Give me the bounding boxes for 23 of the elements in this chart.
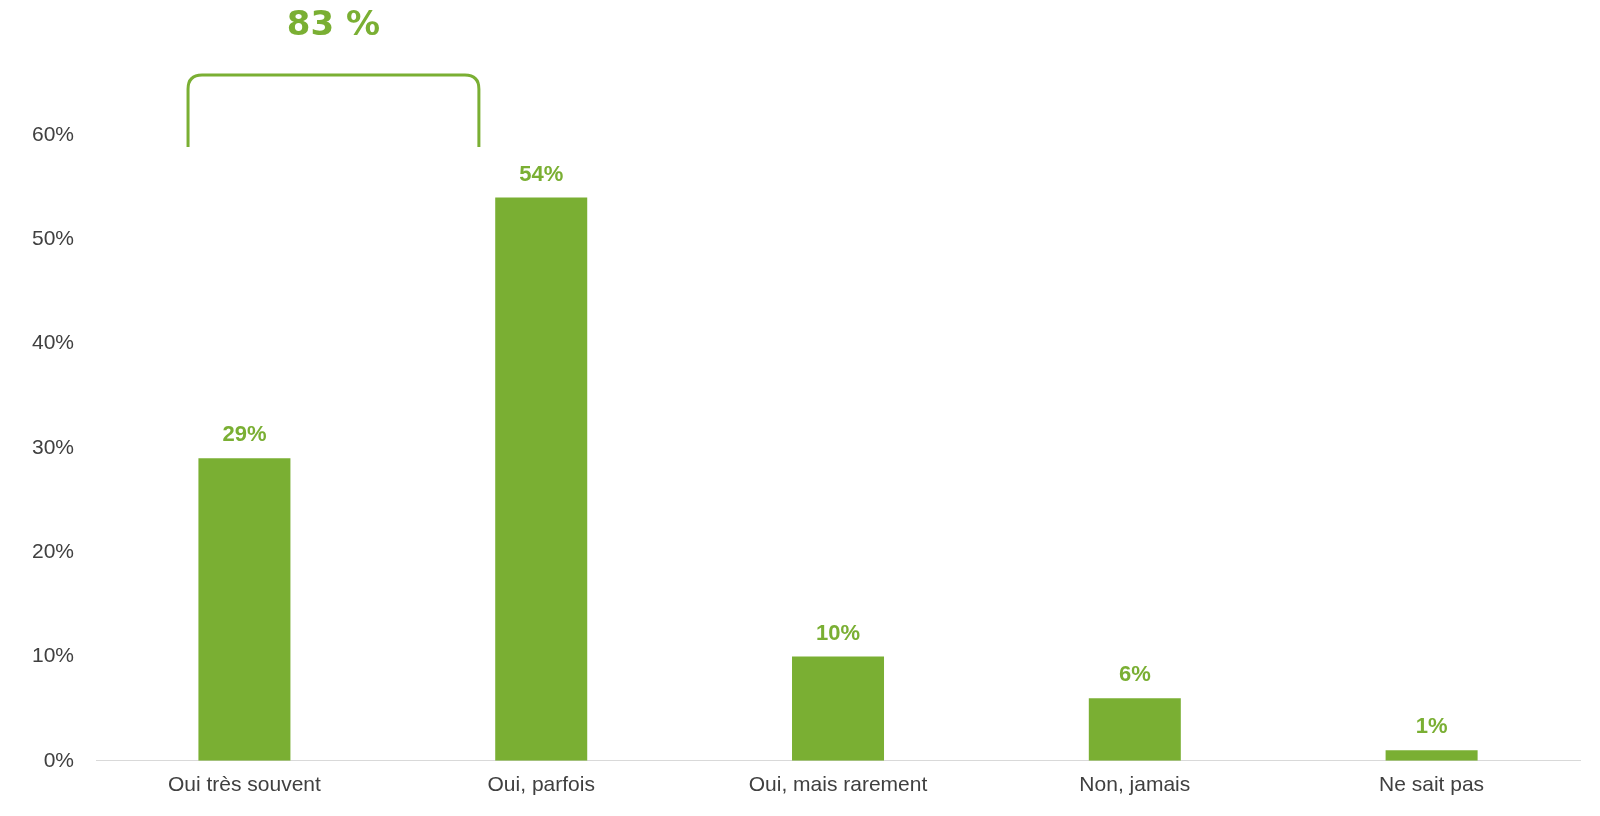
x-tick-label: Oui très souvent bbox=[167, 772, 322, 796]
x-tick-label: Oui, mais rarement bbox=[748, 772, 928, 796]
x-tick-label: Non, jamais bbox=[1079, 772, 1191, 796]
bar bbox=[1385, 750, 1478, 761]
bar bbox=[792, 656, 885, 761]
y-tick-label: 20% bbox=[32, 539, 75, 562]
data-label: 54% bbox=[519, 160, 564, 186]
data-label: 6% bbox=[1118, 661, 1151, 687]
x-tick-label: Ne sait pas bbox=[1379, 772, 1485, 796]
y-tick-label: 0% bbox=[43, 747, 75, 771]
bar bbox=[198, 458, 291, 761]
data-label: 29% bbox=[222, 421, 267, 447]
data-label: 1% bbox=[1415, 713, 1448, 739]
data-label: 10% bbox=[815, 619, 861, 645]
y-tick-label: 60% bbox=[32, 121, 75, 145]
bar bbox=[1088, 698, 1181, 761]
y-tick-label: 30% bbox=[32, 434, 75, 458]
y-tick-label: 40% bbox=[32, 330, 75, 354]
bar bbox=[495, 197, 588, 761]
y-tick-label: 50% bbox=[32, 226, 75, 250]
x-tick-label: Oui, parfois bbox=[487, 772, 595, 796]
y-tick-label: 10% bbox=[32, 643, 75, 667]
text: 83 % bbox=[286, 3, 381, 43]
